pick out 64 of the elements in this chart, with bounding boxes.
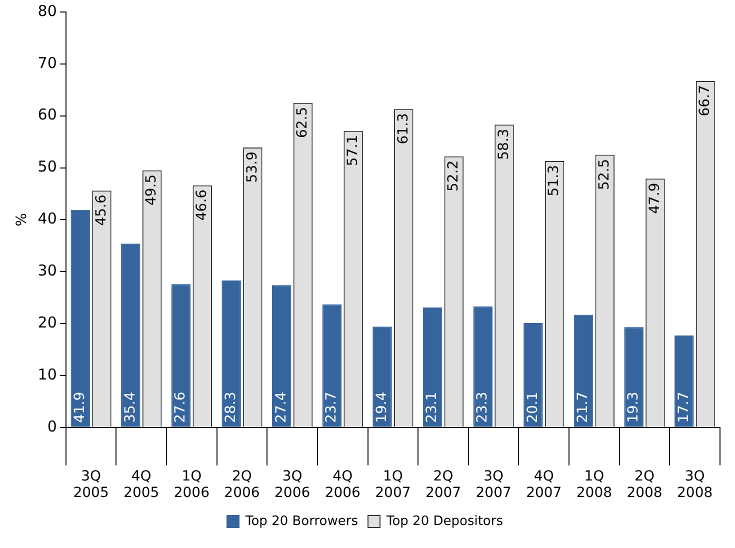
x-tick-label: 4Q 2005 xyxy=(124,468,160,502)
data-label: 41.9 xyxy=(72,392,88,423)
data-label: 23.1 xyxy=(424,392,440,423)
y-tick-label: 20 xyxy=(38,313,57,332)
x-tick-label: 1Q 2008 xyxy=(576,468,612,502)
bar xyxy=(121,244,140,427)
y-tick-label: 40 xyxy=(38,210,57,228)
legend-label: Top 20 Borrowers xyxy=(244,514,358,529)
y-tick-label: 70 xyxy=(38,54,57,72)
bar xyxy=(624,327,644,427)
x-tick-label: 2Q 2008 xyxy=(626,468,662,502)
data-label: 23.3 xyxy=(474,392,491,423)
data-label: 51.3 xyxy=(546,165,562,196)
data-label: 61.3 xyxy=(395,113,412,144)
bar xyxy=(70,210,90,427)
bar xyxy=(372,326,392,427)
data-label: 62.5 xyxy=(294,106,311,138)
x-tick-label: 3Q 2005 xyxy=(73,468,109,502)
x-tick-label: 3Q 2007 xyxy=(476,468,512,502)
y-tick-label: 60 xyxy=(38,106,57,124)
data-label: 46.6 xyxy=(194,189,210,221)
x-tick-label: 2Q 2007 xyxy=(425,468,462,502)
y-tick-label: 0 xyxy=(47,417,57,436)
x-tick-label: 3Q 2006 xyxy=(274,468,310,502)
data-label: 45.6 xyxy=(93,194,110,226)
y-tick-label: 30 xyxy=(38,262,57,280)
y-axis-title: % xyxy=(14,213,30,226)
data-label: 52.2 xyxy=(446,160,462,192)
x-tick-label: 4Q 2006 xyxy=(324,468,361,502)
y-tick-label: 50 xyxy=(38,158,57,176)
data-label: 27.4 xyxy=(273,392,290,423)
data-label: 52.5 xyxy=(596,158,613,190)
data-label: 23.7 xyxy=(324,392,340,423)
data-label: 58.3 xyxy=(496,128,512,160)
data-label: 17.7 xyxy=(676,392,692,423)
x-tick-label: 2Q 2006 xyxy=(224,468,260,502)
bar xyxy=(272,285,292,427)
data-label: 20.1 xyxy=(524,392,541,423)
x-tick-label: 1Q 2006 xyxy=(174,468,210,502)
y-tick-label: 10 xyxy=(38,365,57,384)
x-tick-label: 1Q 2007 xyxy=(375,468,411,502)
legend-label: Top 20 Depositors xyxy=(385,514,504,529)
data-label: 35.4 xyxy=(122,392,138,423)
data-label: 21.7 xyxy=(575,392,592,423)
bar xyxy=(674,335,694,427)
x-tick-label: 3Q 2008 xyxy=(677,468,713,502)
data-label: 49.5 xyxy=(144,174,160,206)
data-label: 19.4 xyxy=(374,392,390,423)
bar xyxy=(524,323,543,427)
data-label: 57.1 xyxy=(344,134,361,166)
bar xyxy=(222,280,241,427)
data-label: 53.9 xyxy=(244,152,260,183)
x-tick-label: 4Q 2007 xyxy=(526,468,562,502)
bar xyxy=(574,314,594,427)
data-label: 66.7 xyxy=(697,85,714,116)
bar xyxy=(422,307,442,427)
bar xyxy=(322,304,342,427)
y-tick-label: 80 xyxy=(38,2,57,20)
data-label: 47.9 xyxy=(646,182,663,214)
data-label: 19.3 xyxy=(625,392,642,423)
data-label: 27.6 xyxy=(172,392,189,423)
bar xyxy=(171,284,191,427)
data-label: 28.3 xyxy=(222,392,239,423)
bar xyxy=(473,306,493,427)
